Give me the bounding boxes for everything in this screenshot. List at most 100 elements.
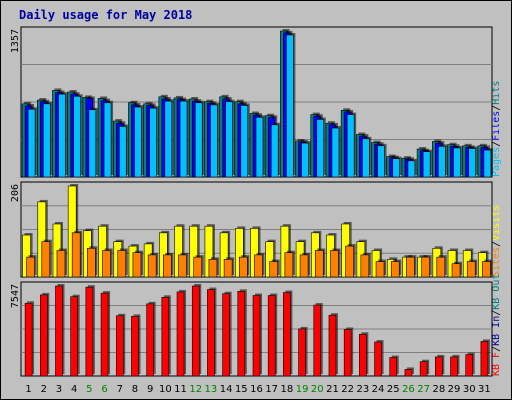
bar-kb-f bbox=[161, 296, 170, 377]
bar-sites bbox=[132, 252, 142, 278]
bar-kb-f bbox=[55, 285, 63, 377]
bar-pages bbox=[27, 108, 36, 178]
bar-kb-f bbox=[298, 328, 306, 377]
panels: 1357 206 7547 bbox=[10, 26, 493, 377]
bar-sites bbox=[147, 254, 157, 278]
x-tick-label: 20 bbox=[311, 384, 324, 395]
bar-pages bbox=[392, 158, 401, 178]
bar-sites bbox=[117, 250, 127, 278]
x-axis-labels: 1 2 3 4 5 6 7 8 9 10 11 12 13 14 15 16 17 18 19 20 21 22 23 24 2… bbox=[25, 384, 490, 395]
y-max-label-kbytes: 7547 bbox=[10, 284, 21, 308]
legend-item: KB In bbox=[491, 316, 502, 346]
bar-kb-f bbox=[465, 354, 474, 377]
bar-pages bbox=[453, 147, 461, 178]
bar-kb-f bbox=[252, 295, 261, 377]
legend-item: Visits bbox=[491, 205, 502, 241]
bar-sites bbox=[193, 256, 203, 278]
bar-sites bbox=[239, 256, 248, 278]
bar-pages bbox=[483, 149, 492, 178]
bar-kb-f bbox=[222, 293, 230, 377]
x-tick-label: 27 bbox=[417, 384, 430, 395]
bar-kb-f bbox=[450, 356, 458, 377]
x-tick-label: 3 bbox=[56, 384, 62, 395]
bar-sites bbox=[375, 261, 385, 278]
x-tick-label: 6 bbox=[101, 384, 107, 395]
bar-kb-f bbox=[419, 361, 428, 377]
bar-pages bbox=[255, 116, 264, 178]
legend-item: KB Out bbox=[491, 274, 502, 310]
bar-pages bbox=[240, 105, 249, 178]
bar-pages bbox=[377, 145, 385, 178]
x-tick-label: 24 bbox=[372, 384, 385, 395]
bar-pages bbox=[438, 146, 446, 178]
panel-kbytes: 7547 bbox=[10, 281, 493, 377]
x-tick-label: 7 bbox=[117, 384, 123, 395]
bar-pages bbox=[331, 127, 340, 178]
x-tick-label: 12 bbox=[189, 384, 202, 395]
bar-sites bbox=[360, 254, 370, 278]
bar-kb-f bbox=[176, 291, 185, 377]
legend-item: KB F bbox=[491, 352, 502, 376]
x-tick-label: 10 bbox=[159, 384, 172, 395]
bar-sites bbox=[163, 254, 172, 278]
bar-sites bbox=[284, 252, 294, 278]
y-max-label-hits: 1357 bbox=[10, 29, 21, 53]
chart-title: Daily usage for May 2018 bbox=[19, 8, 192, 22]
bar-kb-f bbox=[389, 357, 398, 377]
bar-sites bbox=[314, 250, 324, 278]
bar-pages bbox=[179, 100, 188, 178]
x-tick-label: 29 bbox=[448, 384, 461, 395]
bar-pages bbox=[134, 106, 142, 178]
legend-kbytes: KB F/KB In/KB Out bbox=[491, 274, 502, 376]
bar-sites bbox=[178, 254, 187, 278]
bar-sites bbox=[208, 259, 218, 278]
legend-item: / bbox=[491, 346, 502, 352]
x-tick-label: 5 bbox=[86, 384, 92, 395]
bar-kb-f bbox=[39, 294, 48, 377]
x-tick-label: 2 bbox=[41, 384, 47, 395]
x-tick-label: 18 bbox=[281, 384, 294, 395]
x-tick-label: 22 bbox=[341, 384, 354, 395]
x-tick-label: 1 bbox=[25, 384, 31, 395]
legend-item: / bbox=[491, 310, 502, 316]
bar-kb-f bbox=[267, 295, 276, 377]
bar-pages bbox=[346, 114, 355, 178]
bar-pages bbox=[210, 104, 218, 178]
bar-sites bbox=[451, 263, 461, 278]
bar-sites bbox=[26, 256, 35, 278]
bar-kb-f bbox=[313, 304, 322, 377]
bar-kb-f bbox=[359, 333, 367, 377]
bar-pages bbox=[286, 34, 294, 178]
bar-sites bbox=[406, 256, 415, 278]
y-max-label-visits: 206 bbox=[10, 184, 21, 202]
x-tick-label: 8 bbox=[132, 384, 138, 395]
bar-kb-f bbox=[115, 315, 124, 377]
bar-pages bbox=[422, 151, 431, 178]
bar-sites bbox=[466, 261, 476, 278]
bar-kb-f bbox=[146, 303, 154, 377]
panel-hits: 1357 bbox=[10, 26, 493, 178]
x-tick-label: 28 bbox=[432, 384, 445, 395]
x-tick-label: 16 bbox=[250, 384, 263, 395]
bar-pages bbox=[58, 93, 66, 178]
x-tick-label: 26 bbox=[402, 384, 415, 395]
bar-pages bbox=[301, 142, 309, 178]
bar-sites bbox=[345, 245, 354, 278]
legend-item: / bbox=[491, 105, 502, 111]
legend-item: Hits bbox=[491, 81, 502, 105]
bar-kb-f bbox=[374, 341, 382, 377]
x-tick-label: 31 bbox=[478, 384, 491, 395]
bar-pages bbox=[42, 103, 51, 178]
bar-kb-f bbox=[480, 341, 489, 377]
bar-pages bbox=[103, 102, 112, 178]
bar-pages bbox=[73, 96, 81, 178]
x-tick-label: 19 bbox=[296, 384, 309, 395]
bar-pages bbox=[88, 109, 97, 178]
bar-sites bbox=[41, 241, 51, 278]
bar-sites bbox=[56, 250, 66, 278]
bar-sites bbox=[299, 254, 309, 278]
bar-sites bbox=[102, 250, 111, 278]
bar-kb-f bbox=[404, 369, 413, 377]
legend-item: / bbox=[491, 241, 502, 247]
legend-item: Files bbox=[491, 111, 502, 141]
